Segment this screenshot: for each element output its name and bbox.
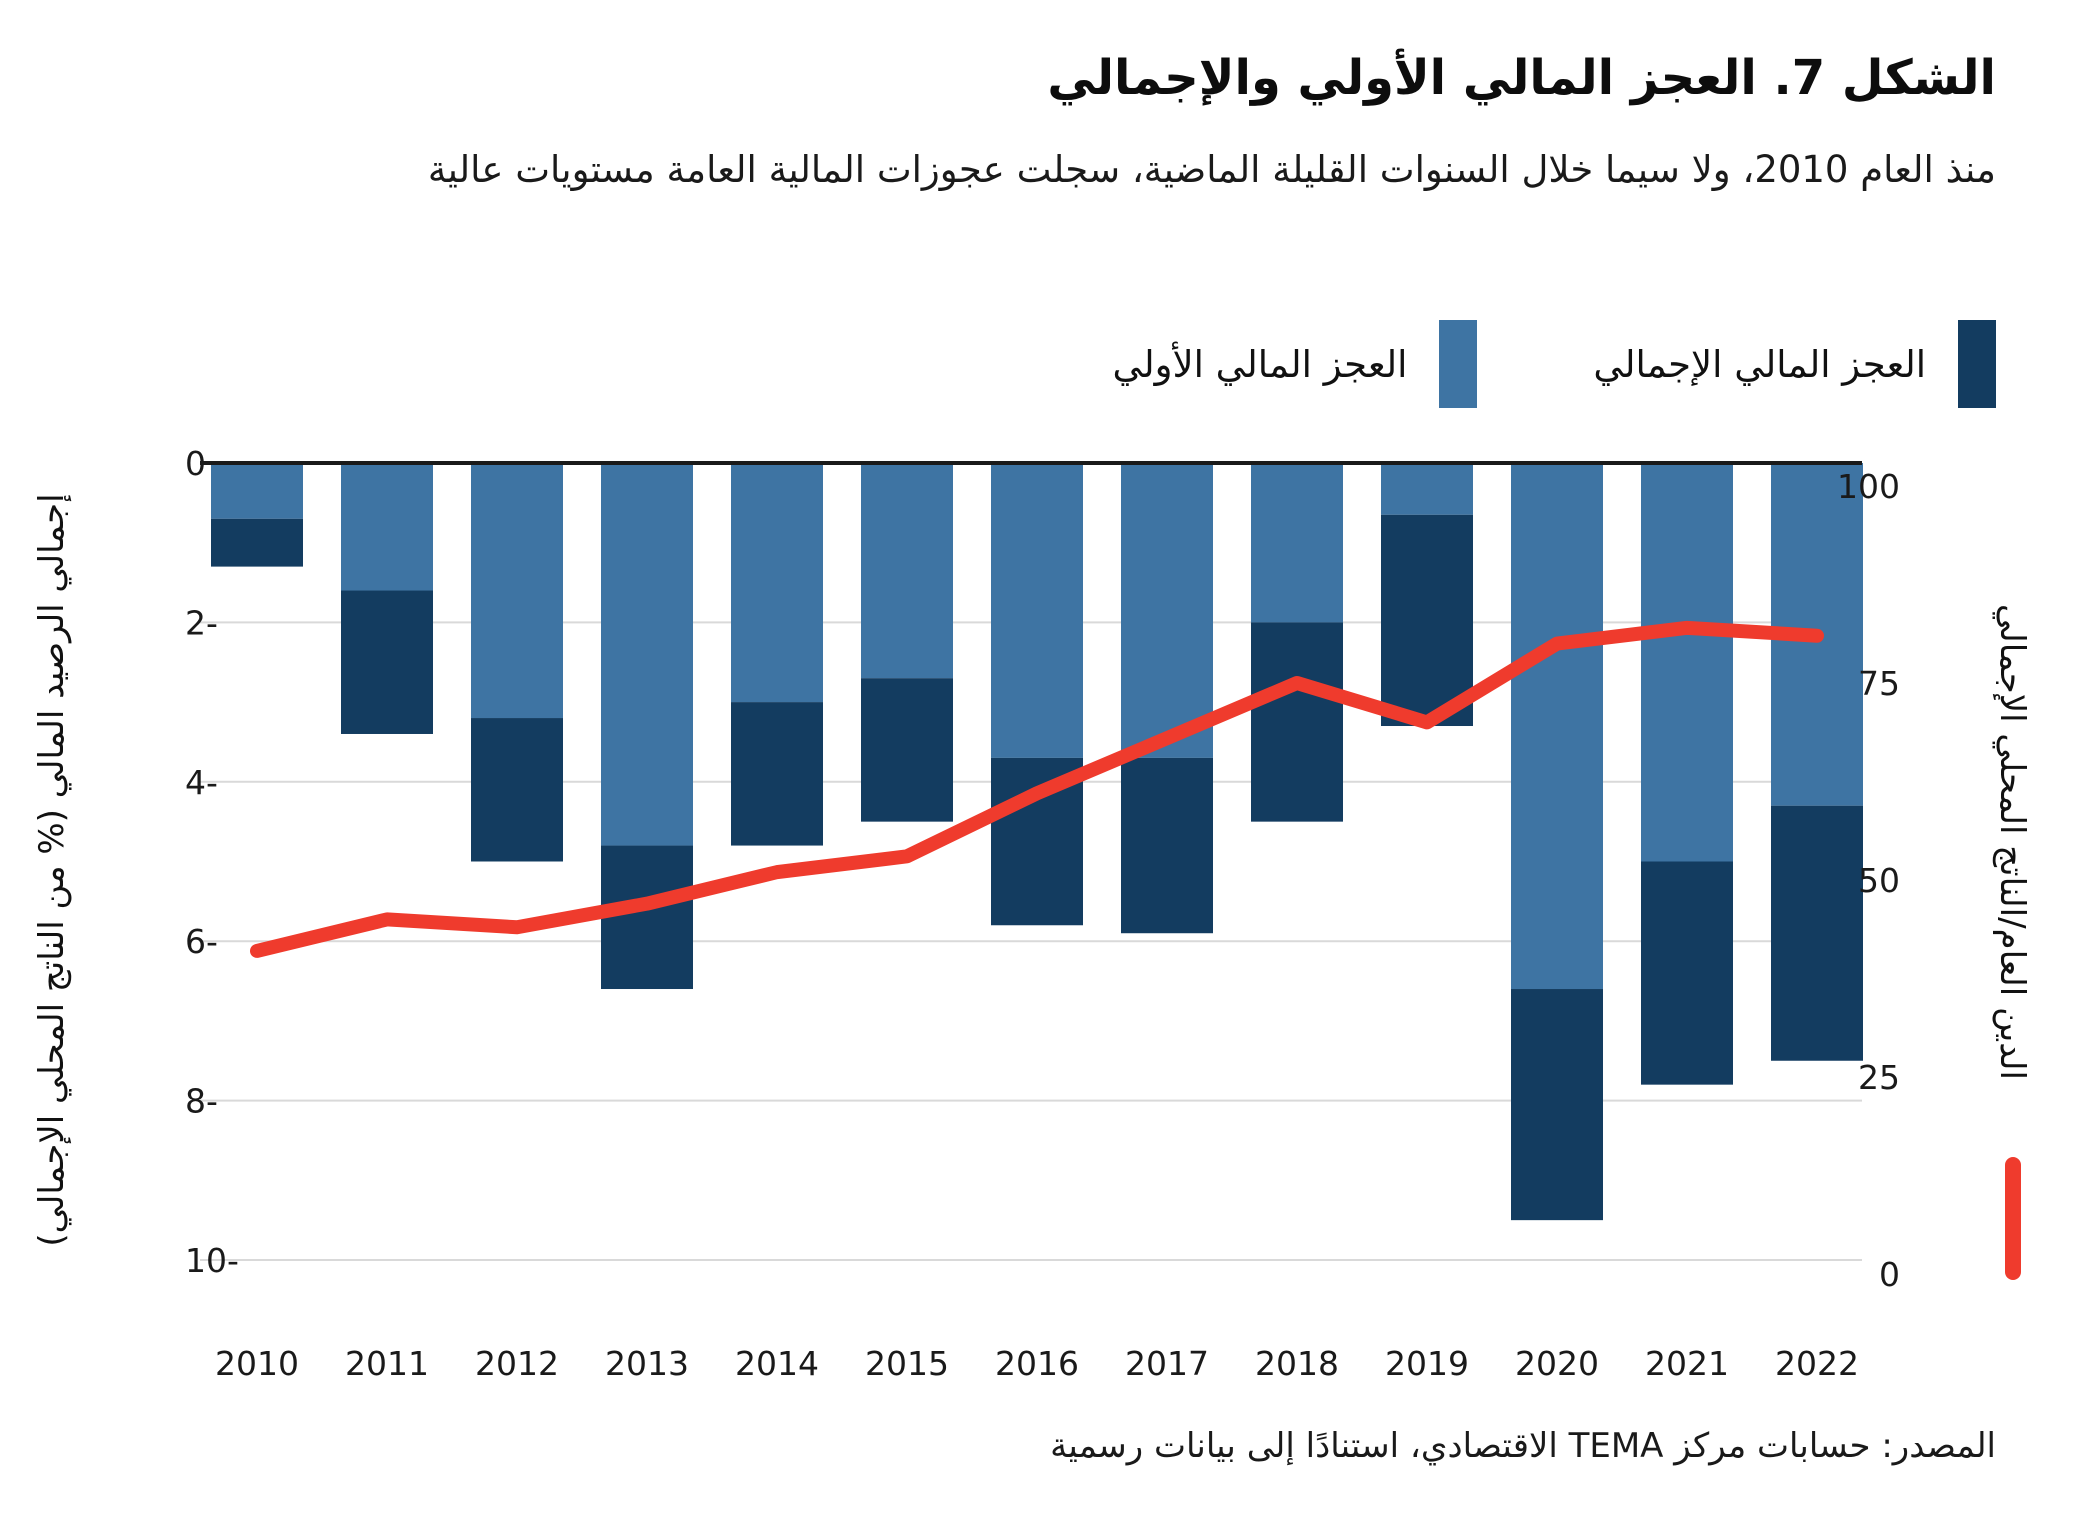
chart-legend: العجز المالي الإجمالي العجز المالي الأول… bbox=[1112, 320, 1996, 408]
bar-overall-2012 bbox=[471, 718, 563, 862]
left-axis-title: إجمالي الرصيد المالي (% من الناتج المحلي… bbox=[32, 493, 72, 1247]
x-axis-label-2019: 2019 bbox=[1385, 1344, 1469, 1383]
right-axis-tick: 100 bbox=[1837, 467, 1900, 506]
bar-primary-2016 bbox=[991, 463, 1083, 758]
left-axis-tick: -4 bbox=[185, 763, 218, 802]
bar-primary-2014 bbox=[731, 463, 823, 703]
bar-primary-2019 bbox=[1381, 463, 1473, 515]
left-axis-tick: -10 bbox=[185, 1241, 239, 1280]
legend-label-primary: العجز المالي الأولي bbox=[1112, 342, 1408, 386]
x-axis-label-2017: 2017 bbox=[1125, 1344, 1209, 1383]
x-axis-label-2010: 2010 bbox=[215, 1344, 299, 1383]
bar-overall-2010 bbox=[211, 518, 303, 567]
x-axis-label-2012: 2012 bbox=[475, 1344, 559, 1383]
legend-item-overall-deficit: العجز المالي الإجمالي bbox=[1593, 320, 1996, 408]
legend-label-overall: العجز المالي الإجمالي bbox=[1593, 342, 1926, 386]
x-axis-label-2014: 2014 bbox=[735, 1344, 819, 1383]
legend-item-primary-deficit: العجز المالي الأولي bbox=[1112, 320, 1478, 408]
overall-deficit-swatch bbox=[1958, 320, 1996, 408]
primary-deficit-swatch bbox=[1439, 320, 1478, 408]
bar-overall-2011 bbox=[341, 590, 433, 734]
chart-svg: 0 -2 -4 -6 -8 -10 100 75 50 25 0 2010 2011 2012 2013 20… bbox=[185, 444, 2021, 1383]
debt-line bbox=[250, 620, 1824, 958]
right-axis-tick: 0 bbox=[1879, 1255, 1900, 1294]
chart-area: 0 -2 -4 -6 -8 -10 100 75 50 25 0 2010 2011 2012 2013 20… bbox=[0, 430, 2084, 1440]
left-axis-tick: 0 bbox=[185, 444, 206, 483]
bar-primary-2012 bbox=[471, 463, 563, 719]
figure-subtitle: منذ العام 2010، ولا سيما خلال السنوات ال… bbox=[427, 148, 1996, 191]
bar-overall-2013 bbox=[601, 845, 693, 990]
bar-primary-2011 bbox=[341, 463, 433, 591]
x-axis-label-2018: 2018 bbox=[1255, 1344, 1339, 1383]
bar-overall-2018 bbox=[1251, 622, 1343, 822]
bar-primary-2021 bbox=[1641, 463, 1733, 862]
bar-overall-2015 bbox=[861, 678, 953, 822]
bar-primary-2018 bbox=[1251, 463, 1343, 623]
bar-primary-2017 bbox=[1121, 463, 1213, 758]
right-axis-tick: 75 bbox=[1858, 664, 1900, 703]
x-axis-label-2011: 2011 bbox=[345, 1344, 429, 1383]
bar-overall-2017 bbox=[1121, 757, 1213, 934]
source-note: المصدر: حسابات مركز TEMA الاقتصادي، استن… bbox=[1050, 1426, 1996, 1466]
x-axis-label-2016: 2016 bbox=[995, 1344, 1079, 1383]
right-axis-tick: 50 bbox=[1858, 861, 1900, 900]
right-axis-tick: 25 bbox=[1858, 1058, 1900, 1097]
x-axis-label-2022: 2022 bbox=[1775, 1344, 1859, 1383]
left-axis-tick: -2 bbox=[185, 603, 218, 642]
bar-overall-2022 bbox=[1771, 805, 1863, 1061]
bar-overall-2019 bbox=[1381, 514, 1473, 727]
bar-primary-2010 bbox=[211, 463, 303, 519]
x-axis-label-2013: 2013 bbox=[605, 1344, 689, 1383]
x-axis-label-2021: 2021 bbox=[1645, 1344, 1729, 1383]
left-axis-tick: -8 bbox=[185, 1082, 218, 1121]
left-axis-tick: -6 bbox=[185, 922, 218, 961]
x-axis-label-2020: 2020 bbox=[1515, 1344, 1599, 1383]
bar-primary-2013 bbox=[601, 463, 693, 846]
right-axis-title: الدين العام/الناتج المحلي الإجمالي bbox=[1992, 604, 2032, 1080]
bar-overall-2014 bbox=[731, 702, 823, 846]
x-axis-label-2015: 2015 bbox=[865, 1344, 949, 1383]
bar-primary-2015 bbox=[861, 463, 953, 679]
bar-overall-2020 bbox=[1511, 989, 1603, 1221]
page-title: الشكل 7. العجز المالي الأولي والإجمالي bbox=[1047, 50, 1996, 106]
bar-overall-2021 bbox=[1641, 861, 1733, 1085]
bar-primary-2020 bbox=[1511, 463, 1603, 990]
